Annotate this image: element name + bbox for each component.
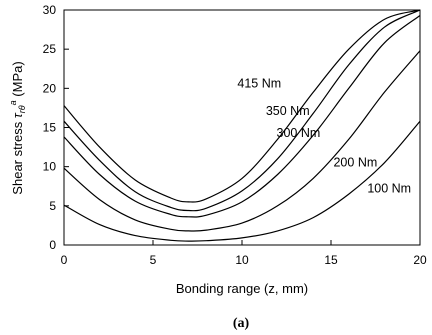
series-line-350-nm [63,9,421,212]
series-line-100-nm [63,120,421,242]
x-axis-ticks: 0 5 10 15 20 [61,240,427,267]
plot-area-frame [63,9,421,246]
y-tick-label: 5 [49,199,56,213]
series-lines [63,9,421,242]
series-label-415-nm: 415 Nm [237,77,281,91]
y-tick-label: 20 [43,81,57,95]
series-labels: 415 Nm 350 Nm 300 Nm 200 Nm 100 Nm [237,77,411,196]
x-tick-label: 20 [413,253,427,267]
x-tick-label: 10 [235,253,249,267]
y-tick-label: 25 [43,42,57,56]
series-line-415-nm [63,9,421,203]
series-line-200-nm [63,50,421,232]
y-tick-label: 0 [49,238,56,252]
y-axis-ticks: 0 5 10 15 20 25 30 [43,3,69,252]
y-axis-label: Shear stress τrθa (MPa) [8,61,27,194]
y-tick-label: 30 [43,3,57,17]
x-tick-label: 15 [324,253,338,267]
series-line-300-nm [63,15,421,218]
x-tick-label: 5 [150,253,157,267]
x-axis-label: Bonding range (z, mm) [176,281,308,296]
series-label-350-nm: 350 Nm [266,104,310,118]
y-tick-label: 15 [43,121,57,135]
series-label-300-nm: 300 Nm [277,126,321,140]
figure-caption: (a) [233,316,250,331]
y-tick-label: 10 [43,160,57,174]
x-tick-label: 0 [61,253,68,267]
series-label-200-nm: 200 Nm [333,156,377,170]
series-label-100-nm: 100 Nm [367,182,411,196]
